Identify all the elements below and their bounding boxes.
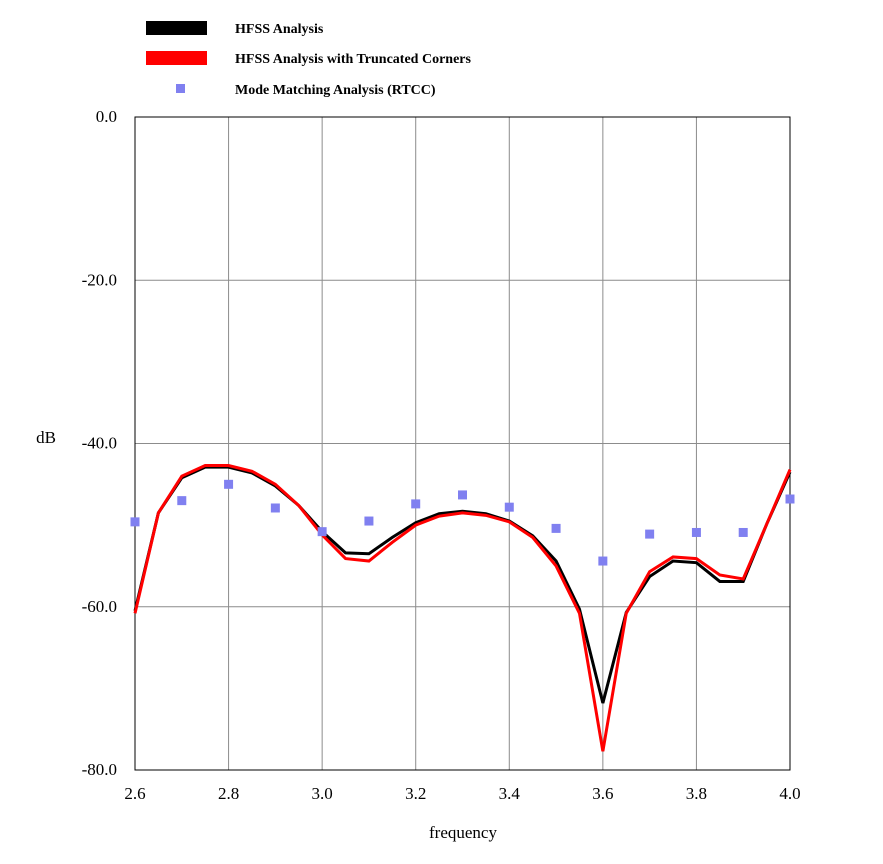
x-axis-ticks: 2.6 2.8 3.0 3.2 3.4 3.6 3.8 4.0	[124, 784, 800, 803]
y-tick-label: 0.0	[96, 107, 117, 126]
x-axis-label: frequency	[429, 823, 497, 842]
series-line	[133, 464, 792, 752]
data-point	[130, 517, 140, 527]
x-tick-label: 3.2	[405, 784, 426, 803]
data-point	[224, 479, 234, 489]
x-tick-label: 2.8	[218, 784, 239, 803]
grid	[134, 116, 791, 771]
data-point	[551, 523, 561, 533]
x-tick-label: 4.0	[779, 784, 800, 803]
plot-area	[134, 116, 791, 771]
series-1	[133, 464, 792, 752]
x-tick-label: 3.6	[592, 784, 613, 803]
y-tick-label: -20.0	[82, 270, 117, 289]
data-point	[598, 556, 608, 566]
data-point	[504, 502, 514, 512]
data-point	[411, 499, 421, 509]
x-tick-label: 2.6	[124, 784, 145, 803]
series-0	[133, 465, 792, 704]
legend-swatch	[176, 84, 185, 93]
data-point	[364, 516, 374, 526]
data-point	[691, 527, 701, 537]
data-point	[317, 527, 327, 537]
x-tick-label: 3.4	[499, 784, 521, 803]
y-tick-label: -40.0	[82, 434, 117, 453]
legend-label: Mode Matching Analysis (RTCC)	[235, 83, 436, 98]
y-axis-label: dB	[36, 428, 56, 447]
legend-label: HFSS Analysis with Truncated Corners	[235, 52, 472, 67]
x-tick-label: 3.0	[312, 784, 333, 803]
data-point	[785, 494, 795, 504]
y-axis-ticks: 0.0 -20.0 -40.0 -60.0 -80.0	[82, 107, 117, 779]
data-point	[177, 496, 187, 506]
data-point	[458, 490, 467, 500]
x-tick-label: 3.8	[686, 784, 707, 803]
series-line	[133, 465, 792, 704]
legend-swatch	[146, 51, 207, 65]
y-tick-label: -80.0	[82, 760, 117, 779]
series-layer	[130, 464, 795, 752]
data-point	[270, 503, 280, 513]
series-2	[130, 479, 795, 566]
legend-label: HFSS Analysis	[235, 22, 324, 37]
legend: HFSS Analysis HFSS Analysis with Truncate…	[146, 21, 472, 98]
data-point	[645, 529, 655, 539]
y-tick-label: -60.0	[82, 597, 117, 616]
legend-swatch	[146, 21, 207, 35]
data-point	[738, 527, 748, 537]
